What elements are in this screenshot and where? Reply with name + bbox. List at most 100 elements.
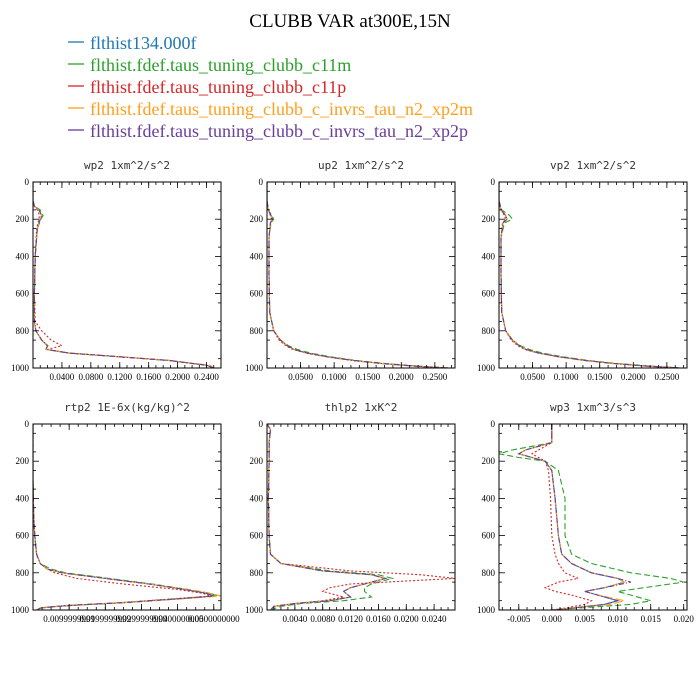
x-tick-label: -0.005 [507, 614, 531, 624]
series-line-2 [267, 182, 449, 368]
y-tick-label: 200 [16, 456, 30, 466]
series-line-1 [267, 424, 388, 610]
series-line-4 [33, 182, 215, 368]
y-tick-label: 600 [250, 289, 264, 299]
y-tick-label: 400 [250, 251, 264, 261]
x-tick-label: 0.0299999999 [116, 614, 168, 624]
series-line-5 [267, 182, 449, 368]
x-tick-label: 0.0500 [520, 372, 545, 382]
x-tick-label: 0.1200 [107, 372, 132, 382]
x-tick-label: 0.2000 [165, 372, 190, 382]
series-line-5 [33, 424, 214, 610]
series-line-4 [267, 424, 388, 610]
y-tick-label: 600 [482, 531, 496, 541]
x-tick-label: 0.010 [608, 614, 629, 624]
series-line-5 [499, 182, 681, 368]
y-tick-label: 1000 [477, 363, 496, 373]
x-tick-label: 0.2400 [194, 372, 219, 382]
panel-title: up2 1xm^2/s^2 [318, 159, 404, 172]
y-tick-label: 200 [482, 456, 496, 466]
series-line-3 [267, 424, 455, 610]
series-line-3 [267, 182, 449, 368]
panel-series-group [267, 182, 449, 368]
x-tick-label: 0.0500000000 [188, 614, 240, 624]
y-tick-label: 0 [491, 419, 496, 429]
series-line-3 [530, 424, 593, 610]
y-tick-label: 800 [16, 326, 30, 336]
panel-title: wp3 1xm^3/s^3 [550, 401, 636, 414]
series-line-4 [499, 182, 681, 368]
series-line-1 [33, 182, 214, 368]
series-line-4 [33, 424, 221, 610]
y-tick-label: 800 [482, 568, 496, 578]
x-tick-label: 0.000 [542, 614, 563, 624]
x-tick-label: 0.0160 [366, 614, 391, 624]
panel-frame [498, 181, 688, 369]
panel-title: wp2 1xm^2/s^2 [84, 159, 170, 172]
panel-title: vp2 1xm^2/s^2 [550, 159, 636, 172]
y-tick-label: 0 [25, 177, 30, 187]
y-tick-label: 200 [16, 214, 30, 224]
series-line-3 [33, 182, 214, 368]
y-tick-label: 800 [16, 568, 30, 578]
y-tick-label: 1000 [245, 363, 264, 373]
panel-frame [32, 181, 222, 369]
series-line-2 [499, 424, 684, 610]
x-tick-label: 0.0200 [394, 614, 419, 624]
panel-frame [498, 423, 688, 611]
y-tick-label: 800 [250, 568, 264, 578]
x-tick-label: 0.2500 [654, 372, 679, 382]
x-tick-label: 0.0800 [78, 372, 103, 382]
panel-1: wp2 1xm^2/s^2 0 200 400 600 800 1000 0.0400 0.08… [11, 159, 222, 382]
panel-title: thlp2 1xK^2 [325, 401, 398, 414]
y-tick-label: 600 [482, 289, 496, 299]
y-tick-label: 1000 [11, 363, 30, 373]
panel-series-group [33, 424, 221, 610]
y-tick-label: 800 [482, 326, 496, 336]
legend-label-2: flthist.fdef.taus_tuning_clubb_c11m [90, 55, 351, 75]
x-tick-label: 0.0099999999 [43, 614, 95, 624]
series-line-1 [499, 182, 681, 368]
x-tick-label: 0.0400000000 [152, 614, 204, 624]
x-tick-label: 0.0120 [338, 614, 363, 624]
panel-5: thlp2 1xK^2 0 200 400 600 800 1000 0.0040 0.0080… [245, 401, 456, 624]
panel-6: wp3 1xm^3/s^3 0 200 400 600 800 1000 -0.005 0.00… [477, 401, 694, 624]
x-tick-label: 0.0080 [310, 614, 335, 624]
series-line-1 [517, 424, 626, 610]
panel-series-group [499, 424, 684, 610]
panel-frame [266, 181, 456, 369]
series-line-4 [517, 424, 626, 610]
panel-4: rtp2 1E-6x(kg/kg)^2 0 200 400 600 800 1000 0.00… [11, 401, 240, 624]
x-tick-label: 0.0240 [422, 614, 447, 624]
y-tick-label: 400 [16, 251, 30, 261]
x-tick-label: 0.015 [641, 614, 662, 624]
series-line-5 [517, 424, 632, 610]
legend-label-4: flthist.fdef.taus_tuning_clubb_c_invrs_t… [90, 99, 473, 119]
y-tick-label: 400 [16, 493, 30, 503]
y-tick-label: 200 [250, 456, 264, 466]
panel-series-group [33, 182, 215, 368]
y-tick-label: 1000 [477, 605, 496, 615]
panel-2: up2 1xm^2/s^2 0 200 400 600 800 1000 0.0500 0.10… [245, 159, 456, 382]
x-tick-label: 0.1000 [322, 372, 347, 382]
x-tick-label: 0.1500 [587, 372, 612, 382]
y-tick-label: 0 [25, 419, 30, 429]
x-tick-label: 0.2000 [389, 372, 414, 382]
series-line-3 [33, 424, 211, 610]
x-tick-label: 0.0040 [282, 614, 307, 624]
panel-3: vp2 1xm^2/s^2 0 200 400 600 800 1000 0.0500 0.10… [477, 159, 688, 382]
y-tick-label: 200 [482, 214, 496, 224]
y-tick-label: 800 [250, 326, 264, 336]
x-tick-label: 0.2500 [422, 372, 447, 382]
y-tick-label: 1000 [245, 605, 264, 615]
x-tick-label: 0.1500 [355, 372, 380, 382]
y-tick-label: 0 [259, 419, 264, 429]
panel-series-group [267, 424, 455, 610]
legend-label-5: flthist.fdef.taus_tuning_clubb_c_invrs_t… [90, 121, 468, 141]
y-tick-label: 400 [482, 493, 496, 503]
panel-series-group [499, 182, 681, 368]
series-line-5 [267, 424, 388, 610]
y-tick-label: 0 [491, 177, 496, 187]
series-line-2 [499, 182, 681, 368]
